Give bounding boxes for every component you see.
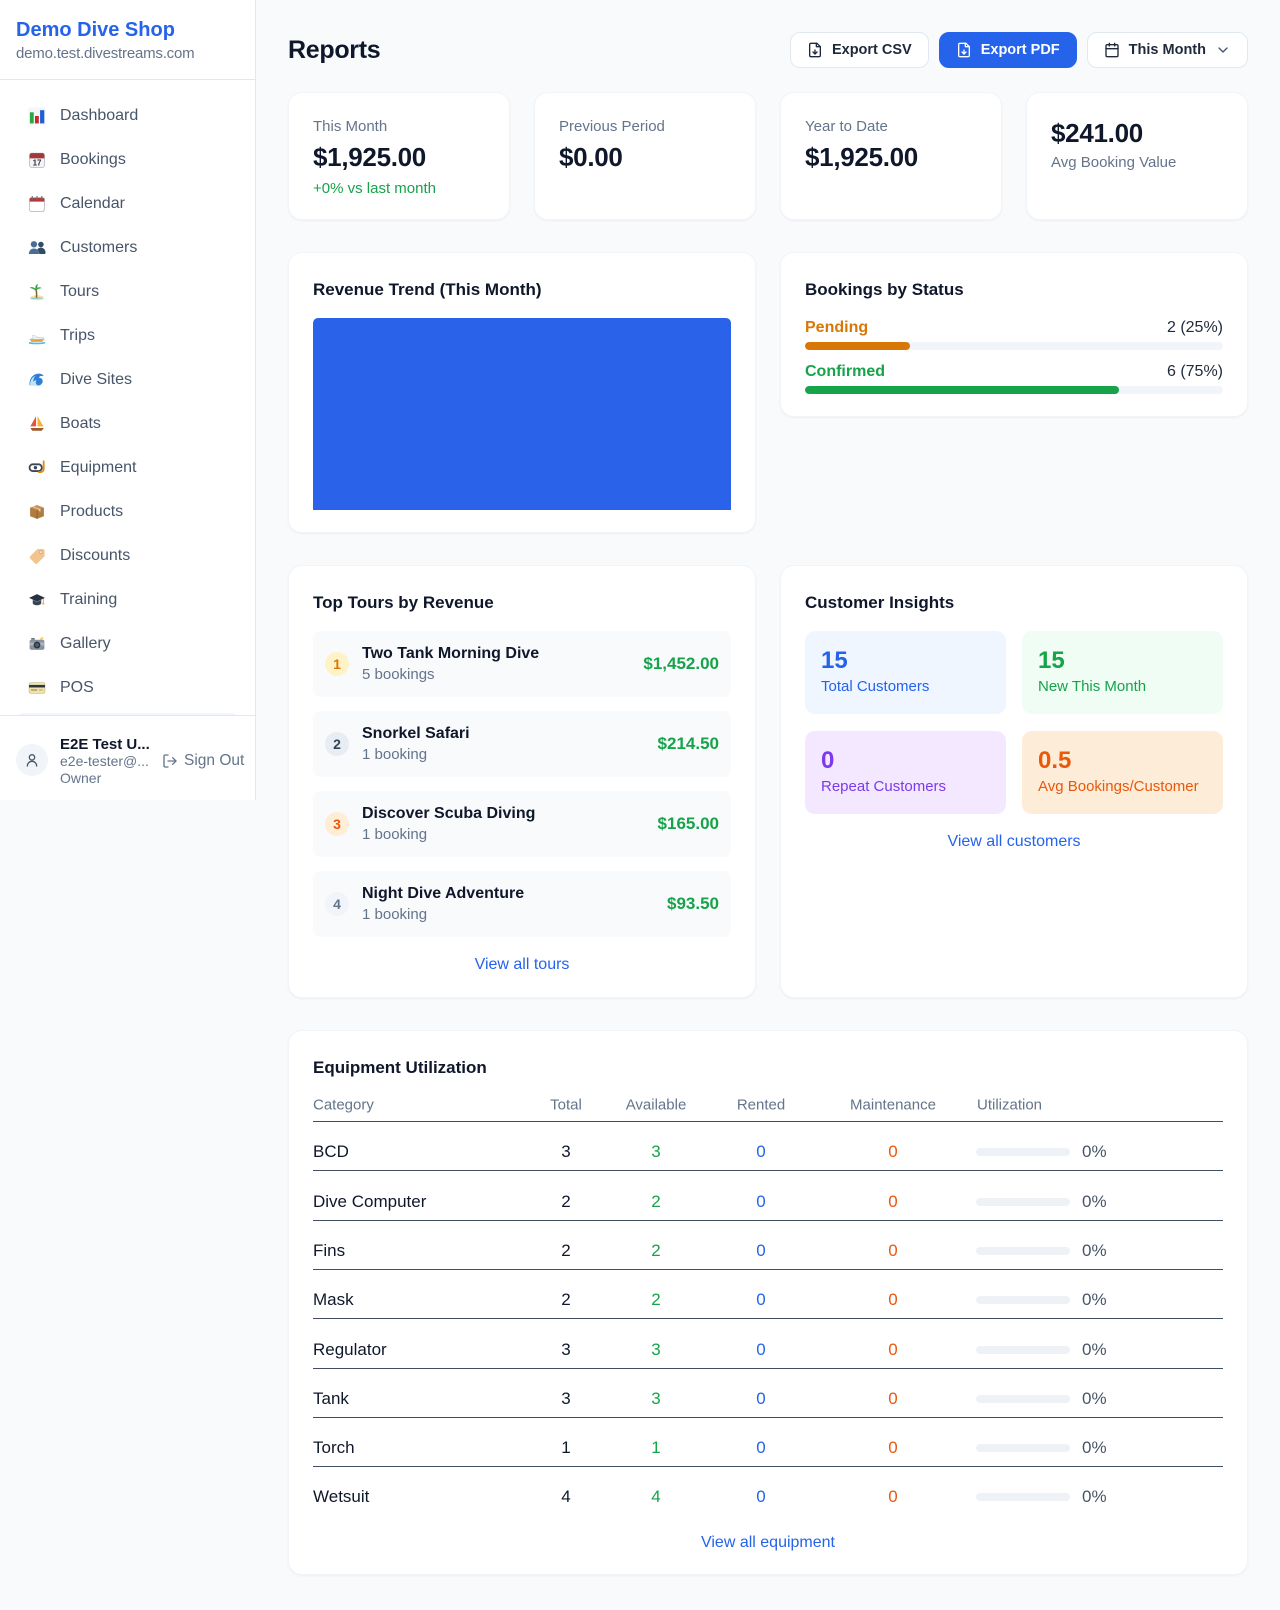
svg-text:17: 17 [33, 158, 42, 167]
